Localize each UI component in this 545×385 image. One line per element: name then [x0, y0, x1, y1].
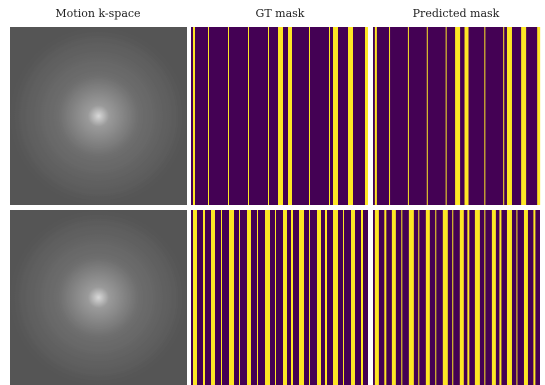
mask-line	[533, 210, 535, 385]
mask-line	[455, 27, 460, 205]
mask-line	[537, 27, 540, 205]
mask-background	[373, 210, 540, 385]
mask-line	[221, 210, 222, 385]
column-title: Motion k-space	[55, 7, 140, 20]
mask-line	[524, 210, 528, 385]
mask-line	[452, 210, 453, 385]
mask-line	[465, 27, 469, 205]
mask-line	[348, 27, 353, 205]
mask-line	[418, 210, 419, 385]
mask-line	[257, 210, 258, 385]
mask-line	[427, 27, 428, 205]
mask-line	[389, 27, 390, 205]
mask-line	[268, 27, 269, 205]
mask-line	[401, 210, 402, 385]
mask-line	[317, 210, 321, 385]
mask-line	[484, 210, 485, 385]
mask-line	[193, 27, 195, 205]
kspace-image	[10, 210, 187, 385]
mask-line	[409, 210, 414, 385]
mask-background	[191, 210, 368, 385]
mask-line	[499, 210, 501, 385]
mask-line	[208, 27, 209, 205]
mask-line	[203, 210, 205, 385]
mask-line	[229, 210, 234, 385]
mask-line	[265, 210, 270, 385]
column-title: GT mask	[256, 7, 305, 20]
mask-line	[283, 210, 287, 385]
mask-line	[247, 210, 251, 385]
figure: Motion k-space GT mask Predicted mask	[0, 0, 545, 385]
mask-line	[228, 27, 229, 205]
mask-line	[443, 210, 448, 385]
mask-line	[309, 210, 310, 385]
mask-line	[361, 210, 363, 385]
mask-line	[460, 210, 464, 385]
mask-line	[521, 27, 526, 205]
mask-line	[435, 210, 436, 385]
mask-line	[333, 210, 338, 385]
mask-line	[309, 27, 310, 205]
mask-line	[288, 27, 292, 205]
mask-line	[408, 27, 409, 205]
mask-line	[384, 210, 386, 385]
mask-line	[507, 210, 512, 385]
mask-line	[193, 210, 197, 385]
mask-line	[375, 210, 379, 385]
mask-line	[375, 27, 377, 205]
mask-line	[446, 27, 447, 205]
mask-line	[392, 210, 396, 385]
mask-line	[239, 210, 240, 385]
mask-line	[365, 27, 368, 205]
mask-line	[484, 27, 485, 205]
mask-line	[426, 210, 430, 385]
mask-line	[492, 210, 496, 385]
mask-line	[507, 27, 512, 205]
mask-line	[516, 210, 517, 385]
mask-line	[325, 210, 327, 385]
mask-line	[475, 210, 480, 385]
kspace-image	[10, 27, 187, 205]
column-title: Predicted mask	[413, 7, 500, 20]
mask-line	[467, 210, 469, 385]
mask-line	[278, 27, 283, 205]
mask-line	[351, 210, 355, 385]
mask-line	[211, 210, 215, 385]
mask-line	[343, 210, 344, 385]
mask-line	[503, 27, 504, 205]
mask-line	[291, 210, 293, 385]
mask-line	[329, 27, 330, 205]
mask-line	[275, 210, 276, 385]
mask-line	[248, 27, 249, 205]
panels	[10, 27, 540, 385]
mask-line	[299, 210, 304, 385]
mask-line	[333, 27, 338, 205]
